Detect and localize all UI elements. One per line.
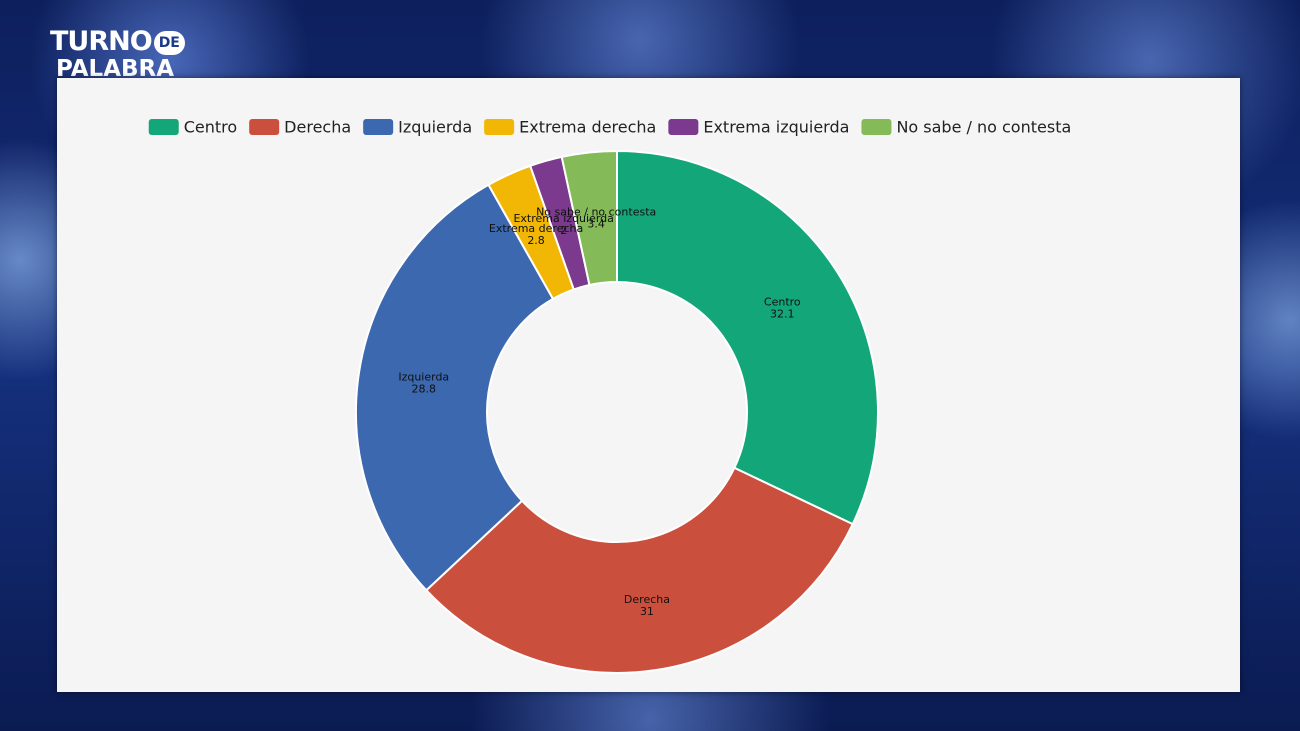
logo-word: PALABRA <box>56 56 175 82</box>
donut-slice <box>355 183 555 592</box>
data-label-name: Centro <box>764 296 801 309</box>
legend-swatch <box>363 119 394 135</box>
legend-label: Extrema derecha <box>519 118 656 137</box>
data-label-value: 3.4 <box>587 218 605 231</box>
logo-word: TURNO <box>50 26 153 57</box>
data-label-value: 32.1 <box>770 308 795 321</box>
legend-swatch <box>861 119 892 135</box>
data-label-name: Extrema derecha <box>489 222 583 235</box>
data-label-name: Derecha <box>624 593 670 606</box>
data-label-value: 31 <box>640 605 654 618</box>
legend-label: Izquierda <box>398 118 472 137</box>
donut-slice <box>616 149 879 526</box>
data-label-value: 28.8 <box>412 382 437 395</box>
donut-slice <box>424 466 855 674</box>
data-label-name: Extrema izquierda <box>513 212 613 225</box>
data-label-value: 2 <box>560 224 567 237</box>
data-label-name: No sabe / no contesta <box>536 206 656 219</box>
legend-label: Centro <box>184 118 237 137</box>
logo-word: DE <box>153 31 185 55</box>
legend-label: Extrema izquierda <box>703 118 849 137</box>
legend-swatch <box>148 119 179 135</box>
legend-swatch <box>249 119 280 135</box>
data-label-name: Izquierda <box>398 370 449 383</box>
donut-slice <box>560 149 618 287</box>
legend: Centro Derecha Izquierda Extrema derecha Ext… <box>148 118 1071 137</box>
data-label-value: 2.8 <box>527 234 545 247</box>
logo: TURNO DE PALABRA <box>50 28 185 82</box>
legend-label: Derecha <box>284 118 351 137</box>
legend-label: No sabe / no contesta <box>896 118 1071 137</box>
legend-swatch <box>484 119 515 135</box>
legend-swatch <box>668 119 699 135</box>
